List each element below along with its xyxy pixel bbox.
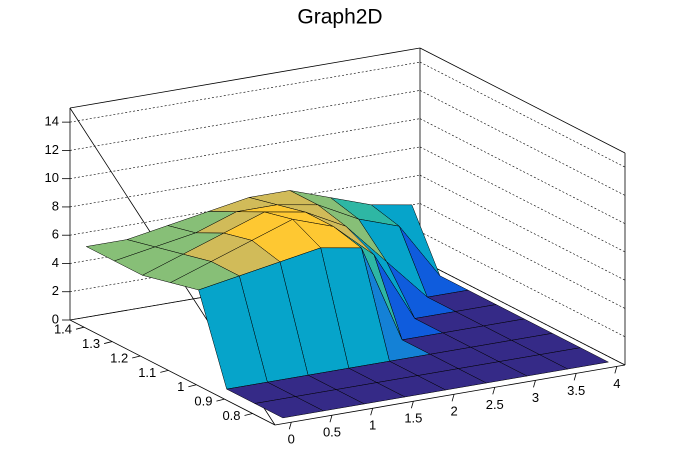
z-tick-label: 14: [45, 114, 59, 129]
frame-line: [419, 259, 626, 366]
z-tick-label: 2: [52, 283, 59, 298]
frame-line: [419, 47, 626, 154]
grid-line: [69, 118, 421, 179]
y-tick: [75, 326, 85, 330]
grid-line: [69, 90, 421, 151]
z-tick-label: 0: [52, 311, 59, 326]
x-tick: [451, 394, 455, 402]
frame-line: [274, 364, 626, 426]
grid-line: [69, 146, 421, 208]
y-tick-label: 0.9: [194, 394, 212, 409]
x-tick: [573, 373, 577, 381]
y-tick: [132, 355, 141, 359]
y-tick-label: 1: [177, 379, 184, 394]
x-tick-label: 3: [532, 390, 539, 405]
x-tick: [492, 387, 496, 395]
x-tick-label: 3.5: [567, 383, 585, 398]
x-tick-label: 1.5: [404, 411, 422, 426]
x-tick-label: 2: [450, 404, 457, 419]
x-tick-label: 4: [613, 376, 620, 391]
x-tick: [370, 408, 374, 416]
z-tick-label: 10: [45, 170, 59, 185]
x-tick: [533, 380, 536, 388]
x-tick-label: 0.5: [323, 425, 341, 440]
frame-line: [69, 47, 421, 109]
y-tick: [216, 398, 225, 402]
y-tick-label: 0.8: [222, 408, 240, 423]
grid-line: [69, 61, 421, 123]
y-tick: [244, 413, 253, 416]
x-tick: [329, 415, 333, 423]
y-tick: [104, 341, 113, 344]
x-tick-label: 2.5: [486, 397, 504, 412]
chart-title: Graph2D: [297, 6, 382, 29]
z-tick-label: 12: [45, 142, 59, 157]
z-tick-label: 8: [52, 198, 59, 213]
x-tick-label: 0: [288, 432, 295, 447]
z-tick-label: 6: [52, 227, 59, 242]
x-tick: [410, 401, 414, 409]
y-tick: [188, 384, 197, 388]
x-tick-label: 1: [369, 418, 376, 433]
x-tick: [288, 422, 292, 430]
frame-line: [69, 319, 276, 426]
z-tick-label: 4: [52, 255, 59, 270]
x-tick: [614, 366, 618, 374]
surface-cell: [253, 396, 325, 419]
y-tick-label: 1.1: [138, 365, 156, 380]
y-tick-label: 1.4: [54, 322, 72, 337]
y-tick: [160, 369, 169, 373]
y-tick-label: 1.2: [110, 350, 128, 365]
y-tick-label: 1.3: [82, 336, 100, 351]
